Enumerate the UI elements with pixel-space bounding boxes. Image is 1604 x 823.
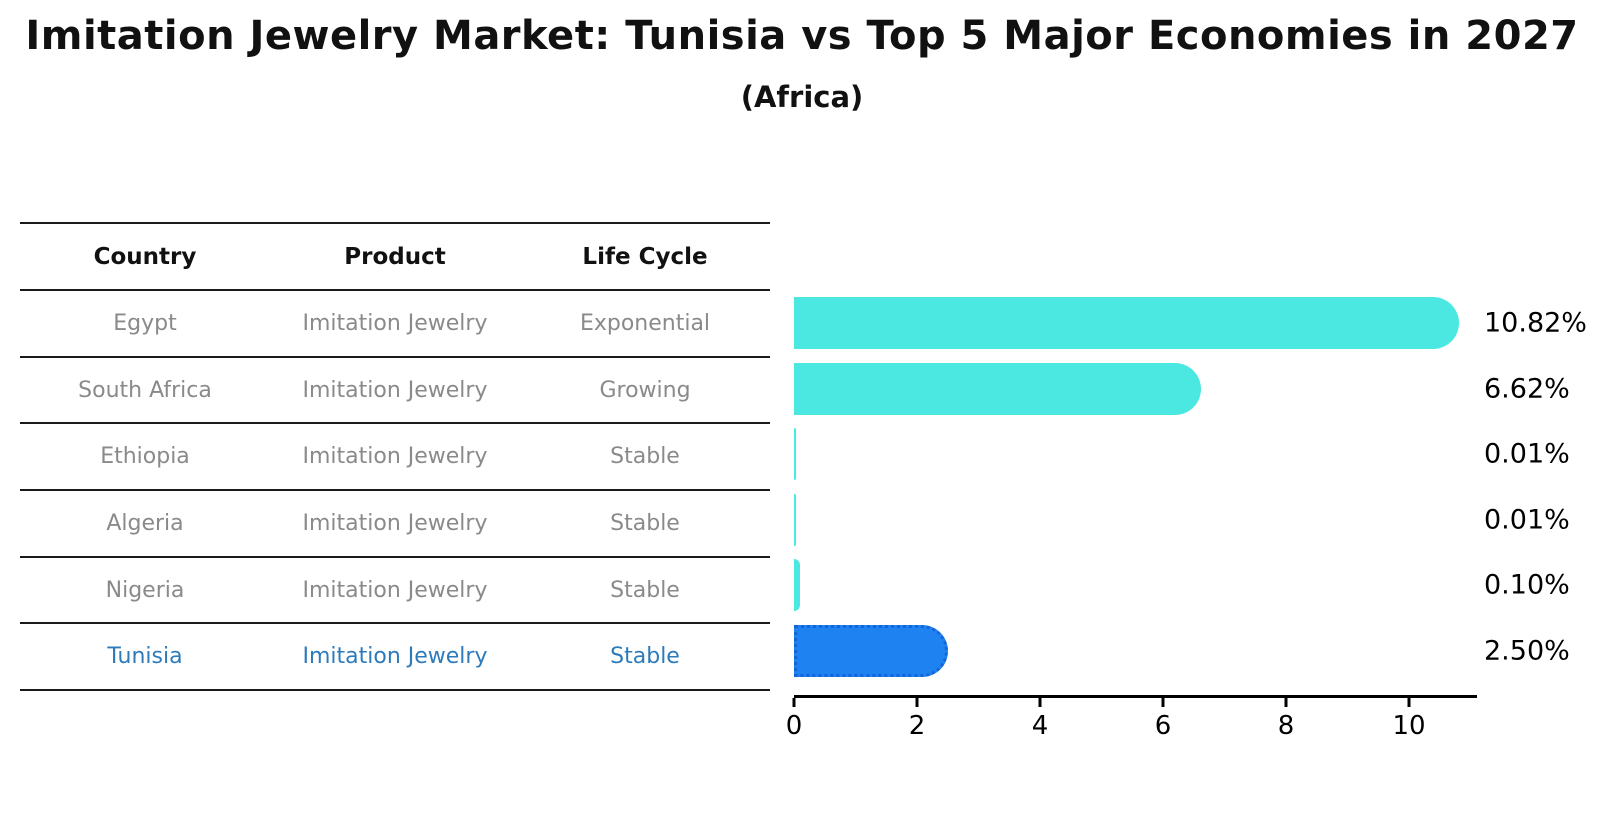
cell-product: Imitation Jewelry <box>302 577 488 603</box>
cell-life-cycle: Exponential <box>579 310 711 336</box>
value-label-nigeria: 0.10% <box>1484 569 1570 601</box>
cell-product: Imitation Jewelry <box>302 644 488 670</box>
value-label-ethiopia: 0.01% <box>1484 438 1570 470</box>
cell-product: Imitation Jewelry <box>302 510 488 536</box>
bar-nigeria <box>794 559 801 612</box>
table-row-tunisia: Tunisia Imitation Jewelry Stable <box>20 622 770 689</box>
table-row-south-africa: South Africa Imitation Jewelry Growing <box>20 355 770 423</box>
x-axis-tick <box>1284 698 1288 707</box>
bar-algeria <box>794 493 796 546</box>
x-tick-label: 6 <box>1154 711 1172 741</box>
x-axis-tick <box>1407 698 1411 707</box>
cell-life-cycle: Stable <box>610 510 680 536</box>
x-tick-label: 4 <box>1031 711 1049 741</box>
cell-life-cycle: Stable <box>610 444 680 470</box>
x-tick-label: 8 <box>1277 711 1295 741</box>
cell-country: Egypt <box>113 310 177 336</box>
x-axis-tick <box>792 698 796 707</box>
x-tick-label: 10 <box>1392 711 1426 741</box>
x-tick-label: 0 <box>785 711 803 741</box>
cell-life-cycle: Stable <box>610 577 680 603</box>
table-row-egypt: Egypt Imitation Jewelry Exponential <box>20 289 770 356</box>
value-label-tunisia: 2.50% <box>1484 635 1570 667</box>
cell-country: Ethiopia <box>100 444 190 470</box>
table-row-nigeria: Nigeria Imitation Jewelry Stable <box>20 555 770 623</box>
value-label-algeria: 0.01% <box>1484 504 1570 536</box>
column-header-country: Country <box>93 243 197 270</box>
bar-tunisia-highlight <box>794 625 948 677</box>
cell-product: Imitation Jewelry <box>302 444 488 470</box>
table-header-row: Country Product Life Cycle <box>20 222 770 289</box>
chart-subtitle: (Africa) <box>740 80 864 114</box>
x-axis-line <box>794 695 1477 698</box>
cell-product: Imitation Jewelry <box>302 377 488 403</box>
cell-life-cycle: Stable <box>610 644 680 670</box>
value-label-egypt: 10.82% <box>1484 307 1587 339</box>
table-row-ethiopia: Ethiopia Imitation Jewelry Stable <box>20 422 770 489</box>
x-axis-tick <box>915 698 919 707</box>
cell-product: Imitation Jewelry <box>302 310 488 336</box>
x-axis-tick <box>1161 698 1165 707</box>
chart-title: Imitation Jewelry Market: Tunisia vs Top… <box>25 13 1579 59</box>
bar-south-africa <box>794 362 1202 415</box>
cell-country: Algeria <box>106 510 184 536</box>
country-data-table: Country Product Life Cycle Egypt Imitati… <box>20 222 770 692</box>
cell-country: South Africa <box>78 377 212 403</box>
cell-life-cycle: Growing <box>599 377 691 403</box>
column-header-product: Product <box>344 243 446 270</box>
bar-ethiopia <box>794 428 796 481</box>
x-tick-label: 2 <box>908 711 926 741</box>
x-axis-tick <box>1038 698 1042 707</box>
cell-country: Tunisia <box>107 644 183 670</box>
column-header-life-cycle: Life Cycle <box>582 243 708 270</box>
table-row-algeria: Algeria Imitation Jewelry Stable <box>20 489 770 556</box>
cell-country: Nigeria <box>105 577 185 603</box>
bar-egypt <box>794 297 1460 349</box>
value-label-south-africa: 6.62% <box>1484 373 1570 405</box>
